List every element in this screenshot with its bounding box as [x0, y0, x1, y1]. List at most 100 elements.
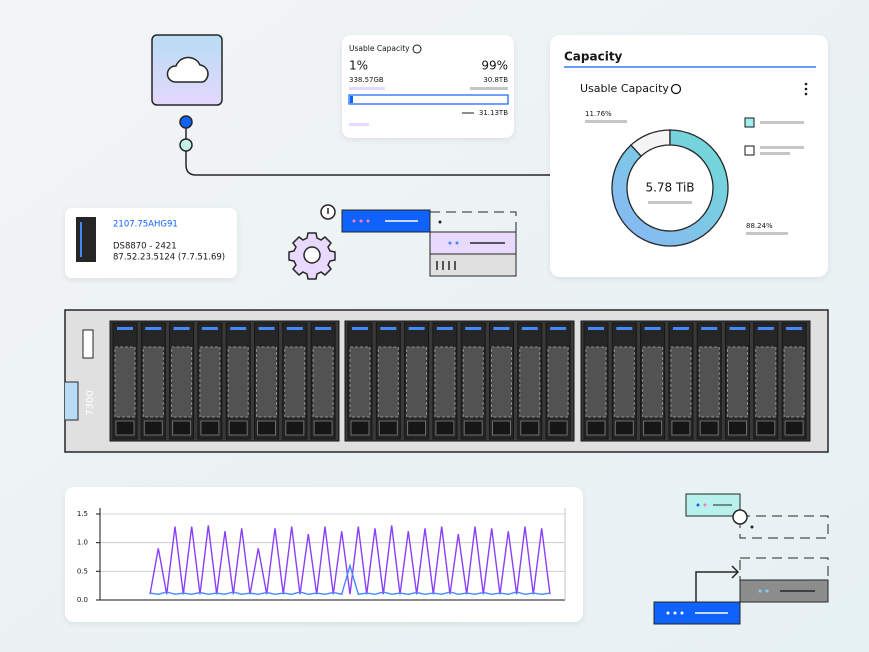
drive-mesh [349, 346, 371, 418]
bar-hint [349, 87, 385, 90]
drive-handle [350, 420, 370, 436]
y-tick-label: 0.0 [77, 596, 88, 604]
drive-led [117, 327, 133, 330]
capacity-fill [350, 96, 353, 103]
led [359, 219, 363, 223]
led [680, 611, 684, 615]
drive-handle [257, 420, 276, 436]
drive-mesh [642, 346, 664, 418]
drive-led [672, 327, 689, 330]
drive-mesh [547, 346, 569, 418]
unit [429, 253, 517, 277]
led [673, 611, 677, 615]
series-line [149, 563, 551, 596]
vents [436, 261, 456, 270]
drive-mesh [142, 346, 164, 418]
drive-handle [756, 420, 776, 436]
used-percent: 1% [349, 59, 368, 73]
drive-handle [548, 420, 568, 436]
led [703, 503, 707, 507]
led [366, 219, 370, 223]
drive-led [408, 327, 425, 330]
series-line [149, 525, 551, 595]
drive-led [436, 327, 453, 330]
drive-mesh [199, 346, 221, 418]
total: 31.13TB [479, 109, 508, 117]
drive-mesh [434, 346, 456, 418]
bar-hint [349, 123, 369, 126]
arrow [731, 565, 740, 579]
drive-mesh [227, 346, 249, 418]
drive-led [616, 327, 633, 330]
info-icon [670, 83, 682, 95]
drive-mesh [755, 346, 777, 418]
drive-led [493, 327, 510, 330]
led [758, 589, 762, 593]
drive-led [315, 327, 332, 330]
address: 87.52.23.5124 (7.7.51.69) [113, 253, 225, 263]
node-dot [179, 138, 193, 152]
drive-mesh [613, 346, 635, 418]
drive-led [380, 327, 397, 330]
legend-swatch [744, 145, 755, 156]
drive-led [230, 327, 247, 330]
led [765, 589, 769, 593]
drive-led [550, 327, 567, 330]
drive-handle [200, 420, 220, 436]
label-hint [585, 120, 627, 123]
drive-mesh [284, 346, 306, 418]
drive-handle [115, 420, 135, 436]
serial[interactable]: 2107.75AHG91 [113, 220, 178, 230]
led [750, 525, 754, 529]
drive-mesh [783, 346, 805, 418]
legend-swatch [744, 117, 755, 128]
unit-placeholder [739, 515, 829, 539]
y-tick-label: 0.5 [77, 567, 88, 575]
drive-led [729, 327, 746, 330]
drive-handle [520, 420, 540, 436]
drive-mesh [114, 346, 136, 418]
drive-led [173, 327, 190, 330]
drive-mesh [491, 346, 512, 418]
drive-mesh [406, 346, 428, 418]
drive-handle [586, 420, 606, 436]
drive-handle [172, 420, 192, 436]
drive-led [521, 327, 538, 330]
drive-handle [492, 420, 511, 436]
donut-slice [611, 129, 729, 247]
drive-led [145, 327, 162, 330]
drive-mesh [171, 346, 193, 418]
drive-mesh [727, 346, 748, 418]
free-percent: 99% [481, 59, 508, 73]
led [352, 219, 356, 223]
free-amount: 30.8TB [483, 76, 508, 84]
status-panel [82, 329, 94, 359]
drive-mesh [256, 346, 277, 418]
system-card [65, 208, 237, 278]
y-tick-label: 1.5 [77, 510, 88, 518]
drive-led [588, 327, 604, 330]
drive-handle [313, 420, 333, 436]
info-icon [412, 44, 422, 54]
overflow-menu[interactable] [804, 82, 808, 96]
chassis-label: 7300 [85, 390, 96, 415]
legend-hint [760, 121, 804, 124]
drive-handle [143, 420, 163, 436]
warning-icon [732, 509, 748, 525]
drive-handle [699, 420, 719, 436]
connector [185, 125, 552, 176]
slice-label: 88.24% [746, 222, 773, 230]
drive-handle [285, 420, 305, 436]
drive-handle [407, 420, 427, 436]
drive-mesh [585, 346, 607, 418]
bar-hint [470, 87, 508, 90]
bezel-tab [65, 381, 79, 421]
y-tick-label: 1.0 [77, 539, 88, 547]
drive-led [465, 327, 482, 330]
led [696, 503, 700, 507]
drive-handle [614, 420, 634, 436]
drive-handle [671, 420, 691, 436]
legend-hint [760, 152, 790, 155]
drive-mesh [519, 346, 541, 418]
